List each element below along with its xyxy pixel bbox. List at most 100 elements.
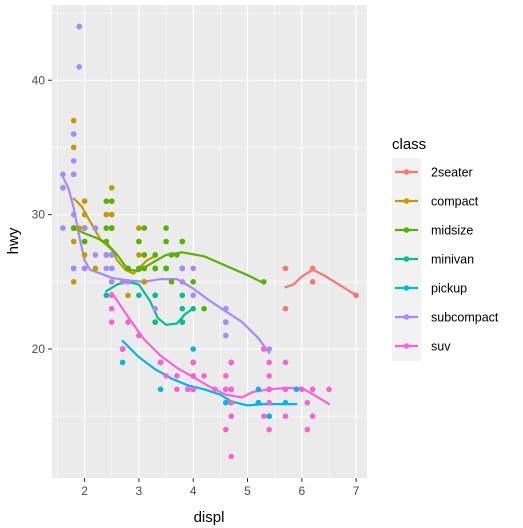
legend-key-point — [403, 169, 410, 175]
y-tick-label: 30 — [32, 208, 46, 222]
point-pickup — [223, 399, 229, 406]
point-compact — [141, 279, 148, 285]
point-compact — [76, 225, 82, 231]
legend-key-point — [403, 285, 410, 291]
point-pickup — [255, 399, 262, 406]
point-suv — [119, 346, 126, 352]
legend-label-minivan: minivan — [431, 253, 474, 267]
point-subcompact — [70, 265, 77, 272]
legend-title: class — [392, 136, 426, 153]
point-midsize — [163, 225, 169, 231]
point-midsize — [141, 225, 148, 231]
point-compact — [81, 211, 88, 218]
point-subcompact — [103, 252, 110, 258]
point-midsize — [152, 252, 158, 258]
smooth-line-pickup — [121, 339, 298, 407]
point-minivan — [179, 305, 186, 312]
point-minivan — [190, 305, 196, 312]
point-compact — [103, 211, 110, 218]
point-midsize — [70, 225, 77, 231]
point-subcompact — [223, 332, 229, 339]
point-suv — [108, 305, 115, 312]
point-midsize — [261, 279, 267, 285]
point-compact — [108, 211, 115, 218]
point-midsize — [81, 238, 88, 245]
point-pickup — [266, 413, 273, 420]
point-subcompact — [179, 279, 186, 285]
point-subcompact — [70, 131, 77, 137]
point-midsize — [108, 198, 115, 204]
point-pickup — [157, 386, 164, 393]
point-midsize — [125, 265, 131, 272]
legend-label-midsize: midsize — [431, 224, 473, 238]
point-minivan — [179, 319, 186, 325]
panel-background — [52, 5, 367, 478]
point-subcompact — [60, 225, 66, 231]
point-subcompact — [70, 171, 77, 178]
y-tick-label: 20 — [32, 342, 46, 356]
legend-label-pickup: pickup — [431, 282, 467, 296]
point-midsize — [103, 198, 110, 204]
point-midsize — [163, 238, 169, 245]
point-suv — [228, 359, 234, 366]
point-suv — [223, 373, 229, 379]
point-midsize — [174, 252, 180, 258]
smooth-line-compact — [72, 197, 157, 275]
point-midsize — [103, 238, 110, 245]
smooth-line-2seater — [284, 268, 358, 297]
point-subcompact — [190, 292, 196, 299]
point-midsize — [179, 238, 186, 245]
axes: 2 3 4 5 6 7 20 30 40 — [32, 73, 360, 498]
point-2seater — [282, 265, 289, 272]
x-tick-label: 2 — [81, 484, 88, 498]
point-pickup — [255, 386, 262, 393]
point-midsize — [168, 252, 175, 258]
point-suv — [108, 319, 115, 325]
point-compact — [136, 252, 142, 258]
point-compact — [70, 238, 77, 245]
legend-key-point — [403, 227, 410, 233]
point-pickup — [282, 399, 289, 406]
point-subcompact — [223, 319, 229, 325]
point-suv — [266, 373, 273, 379]
legend-key-point — [403, 314, 410, 320]
point-compact — [70, 279, 77, 285]
point-subcompact — [76, 64, 82, 70]
smooth-line-subcompact — [61, 175, 271, 355]
point-2seater — [309, 279, 316, 285]
point-midsize — [141, 265, 148, 272]
point-subcompact — [223, 305, 229, 312]
point-suv — [108, 292, 115, 299]
point-subcompact — [60, 185, 66, 191]
point-midsize — [152, 265, 158, 272]
point-midsize — [136, 238, 142, 245]
point-suv — [304, 399, 311, 406]
point-suv — [282, 386, 289, 393]
point-subcompact — [266, 346, 273, 352]
x-tick-label: 6 — [298, 484, 305, 498]
legend: class 2seater compact midsize minivan pickup… — [392, 136, 499, 361]
point-suv — [190, 386, 196, 393]
point-pickup — [119, 359, 126, 366]
point-suv — [228, 399, 234, 406]
x-tick-label: 5 — [244, 484, 251, 498]
x-tick-label: 3 — [136, 484, 143, 498]
point-suv — [266, 426, 273, 433]
point-subcompact — [92, 252, 99, 258]
point-midsize — [168, 279, 175, 285]
point-subcompact — [125, 279, 131, 285]
point-suv — [223, 426, 229, 433]
point-suv — [228, 386, 234, 393]
point-minivan — [152, 292, 158, 299]
point-suv — [309, 413, 316, 420]
point-midsize — [103, 225, 110, 231]
point-2seater — [282, 305, 289, 312]
point-midsize — [163, 265, 169, 272]
point-suv — [185, 386, 191, 393]
point-suv — [261, 413, 267, 420]
point-subcompact — [81, 225, 88, 231]
point-subcompact — [190, 265, 196, 272]
point-subcompact — [152, 305, 158, 312]
point-suv — [223, 386, 229, 393]
point-midsize — [108, 225, 115, 231]
